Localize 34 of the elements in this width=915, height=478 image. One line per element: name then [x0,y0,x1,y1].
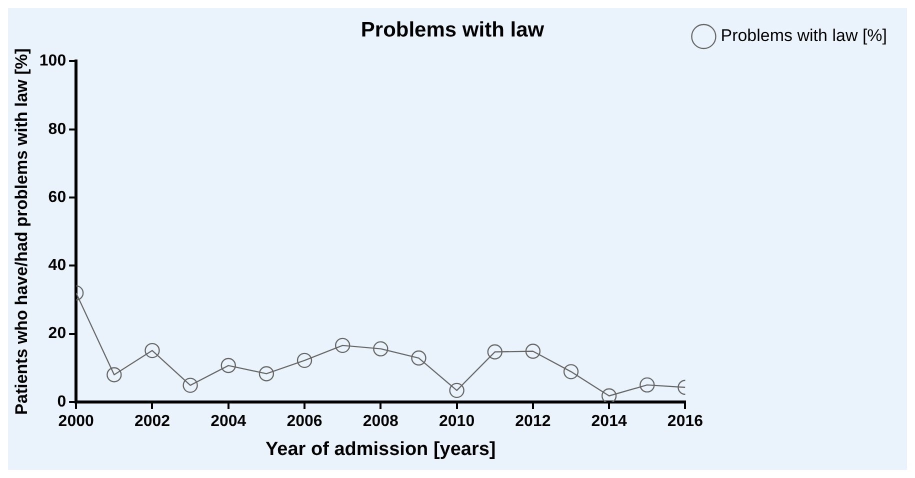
x-tick-label: 2002 [134,413,170,430]
point [640,377,655,393]
y-tick-label: 20 [48,325,66,342]
x-tick-label: 2006 [286,413,322,430]
legend-label: Problems with law [%] [720,26,888,46]
point [525,344,541,359]
point [106,367,122,382]
point [220,358,236,374]
y-tick-label: 0 [57,393,66,410]
point [258,366,274,382]
chart-title: Problems with law [360,18,545,42]
x-tick-label: 2014 [591,413,627,430]
point [296,352,312,368]
y-tick-label: 40 [48,257,66,274]
point [144,342,160,358]
x-tick-label: 2004 [210,413,246,430]
point [182,378,198,393]
x-axis-title: Year of admission [years] [266,438,496,460]
point [487,344,502,360]
x-tick-label: 2010 [439,413,475,430]
y-tick-label: 100 [39,52,66,70]
y-tick-label: 60 [48,188,66,206]
x-tick-label: 2012 [515,413,551,430]
y-axis-title: Patients who have/had problems with law [%] [12,48,31,415]
point [373,341,388,356]
x-tick-label: 2016 [667,413,704,430]
point [334,338,350,354]
x-tick-label: 2008 [362,413,399,430]
point [601,388,617,402]
y-tick-label: 80 [48,120,66,138]
point [449,382,464,398]
point [563,364,579,380]
x-tick-label: 2000 [58,413,94,430]
point [411,350,426,366]
